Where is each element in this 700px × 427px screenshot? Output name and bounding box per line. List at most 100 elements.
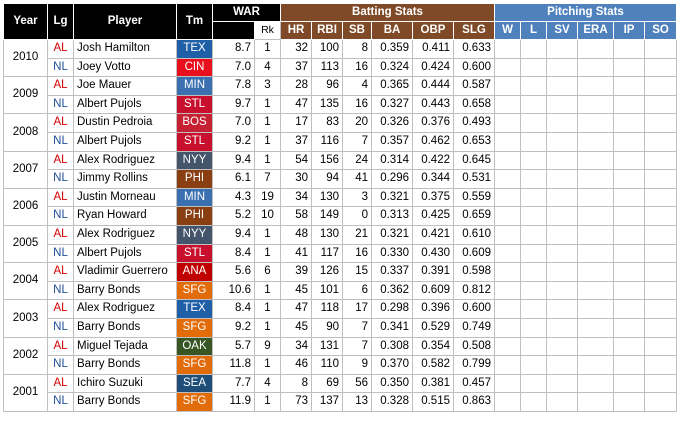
- sb-cell: 41: [342, 169, 372, 189]
- league-header: Lg: [47, 3, 74, 40]
- rank-cell: 1: [254, 355, 281, 375]
- player-cell: Albert Pujols: [73, 243, 177, 264]
- team-badge: STL: [176, 94, 213, 115]
- pitching-ip-cell: [613, 169, 645, 189]
- table-row: NL Barry Bonds SFG 9.2 1 45 90 7 0.341 0.529 0.749: [4, 317, 677, 338]
- pitching-col-header-w: W: [494, 21, 521, 40]
- sb-cell: 15: [342, 262, 372, 282]
- pitching-era-cell: [577, 187, 614, 208]
- table-row: NL Jimmy Rollins PHI 6.1 7 30 94 41 0.296 0.344 0.…: [4, 169, 677, 189]
- player-cell: Jimmy Rollins: [73, 169, 177, 189]
- rbi-cell: 137: [311, 392, 343, 412]
- pitching-era-cell: [577, 299, 614, 319]
- pitching-l-cell: [520, 187, 547, 208]
- pitching-w-cell: [494, 39, 521, 59]
- war-cell: 9.4: [212, 224, 255, 245]
- pitching-so-cell: [644, 243, 677, 264]
- ba-cell: 0.359: [371, 39, 413, 59]
- rbi-cell: 96: [311, 76, 343, 96]
- pitching-sv-cell: [546, 57, 578, 78]
- war-cell: 8.7: [212, 39, 255, 59]
- team-badge: CIN: [176, 57, 213, 78]
- sb-cell: 16: [342, 57, 372, 78]
- rbi-cell: 117: [311, 243, 343, 264]
- obp-cell: 0.582: [412, 355, 454, 375]
- pitching-w-cell: [494, 113, 521, 133]
- player-cell: Alex Rodriguez: [73, 150, 177, 171]
- hr-cell: 48: [280, 224, 312, 245]
- war-value-header: [212, 21, 255, 40]
- ba-cell: 0.308: [371, 336, 413, 357]
- batting-col-header-rbi: RBI: [311, 21, 343, 40]
- pitching-w-cell: [494, 94, 521, 115]
- ba-cell: 0.337: [371, 262, 413, 282]
- slg-cell: 0.749: [453, 317, 495, 338]
- player-cell: Barry Bonds: [73, 392, 177, 412]
- obp-cell: 0.443: [412, 94, 454, 115]
- sb-cell: 6: [342, 280, 372, 301]
- rank-cell: 9: [254, 336, 281, 357]
- rank-cell: 1: [254, 317, 281, 338]
- pitching-col-header-so: SO: [644, 21, 677, 40]
- pitching-era-cell: [577, 336, 614, 357]
- pitching-so-cell: [644, 150, 677, 171]
- obp-cell: 0.354: [412, 336, 454, 357]
- pitching-so-cell: [644, 373, 677, 394]
- rbi-cell: 135: [311, 94, 343, 115]
- obp-cell: 0.422: [412, 150, 454, 171]
- slg-cell: 0.600: [453, 57, 495, 78]
- table-row: 2009 AL Joe Mauer MIN 7.8 3 28 96 4 0.365 0.444 0.5…: [3, 76, 677, 115]
- pitching-ip-cell: [613, 94, 645, 115]
- team-badge: ANA: [176, 262, 213, 282]
- hr-cell: 34: [280, 336, 312, 357]
- pitching-l-cell: [520, 113, 547, 133]
- ba-cell: 0.327: [371, 94, 413, 115]
- slg-cell: 0.559: [453, 187, 495, 208]
- pitching-l-cell: [520, 336, 547, 357]
- player-cell: Barry Bonds: [73, 355, 177, 375]
- table-row: NL Barry Bonds SFG 11.8 1 46 110 9 0.370 0.582 0.7…: [4, 355, 677, 375]
- league-cell: AL: [47, 373, 74, 394]
- hr-cell: 34: [280, 187, 312, 208]
- rbi-cell: 113: [311, 57, 343, 78]
- rank-cell: 1: [254, 113, 281, 133]
- pitching-w-cell: [494, 57, 521, 78]
- pitching-era-cell: [577, 76, 614, 96]
- rank-cell: 1: [254, 39, 281, 59]
- pitching-era-cell: [577, 392, 614, 412]
- player-cell: Joey Votto: [73, 57, 177, 78]
- mvp-stats-table: Year Lg Player Tm WAR Batting Stats Pitc…: [3, 3, 677, 412]
- team-badge: MIN: [176, 76, 213, 96]
- table-row: NL Ryan Howard PHI 5.2 10 58 149 0 0.313 0.425 0.6…: [4, 206, 677, 226]
- player-cell: Albert Pujols: [73, 131, 177, 152]
- rbi-cell: 94: [311, 169, 343, 189]
- rbi-cell: 110: [311, 355, 343, 375]
- header-row-2: Rk HR RBI SB BA OBP SLG W L SV ERA IP SO: [4, 21, 677, 40]
- pitching-sv-cell: [546, 392, 578, 412]
- pitching-ip-cell: [613, 280, 645, 301]
- year-cell: 2004: [3, 262, 48, 301]
- pitching-era-cell: [577, 94, 614, 115]
- rank-cell: 1: [254, 299, 281, 319]
- hr-cell: 54: [280, 150, 312, 171]
- slg-cell: 0.587: [453, 76, 495, 96]
- player-cell: Alex Rodriguez: [73, 224, 177, 245]
- hr-cell: 37: [280, 131, 312, 152]
- war-cell: 11.9: [212, 392, 255, 412]
- obp-cell: 0.529: [412, 317, 454, 338]
- hr-cell: 73: [280, 392, 312, 412]
- pitching-so-cell: [644, 336, 677, 357]
- ba-cell: 0.324: [371, 57, 413, 78]
- rank-cell: 3: [254, 76, 281, 96]
- table-row: NL Barry Bonds SFG 11.9 1 73 137 13 0.328 0.515 0.…: [4, 392, 677, 412]
- war-cell: 11.8: [212, 355, 255, 375]
- hr-cell: 47: [280, 299, 312, 319]
- pitching-w-cell: [494, 299, 521, 319]
- pitching-era-cell: [577, 317, 614, 338]
- pitching-l-cell: [520, 224, 547, 245]
- pitching-sv-cell: [546, 206, 578, 226]
- pitching-w-cell: [494, 317, 521, 338]
- obp-cell: 0.411: [412, 39, 454, 59]
- pitching-sv-cell: [546, 317, 578, 338]
- slg-cell: 0.531: [453, 169, 495, 189]
